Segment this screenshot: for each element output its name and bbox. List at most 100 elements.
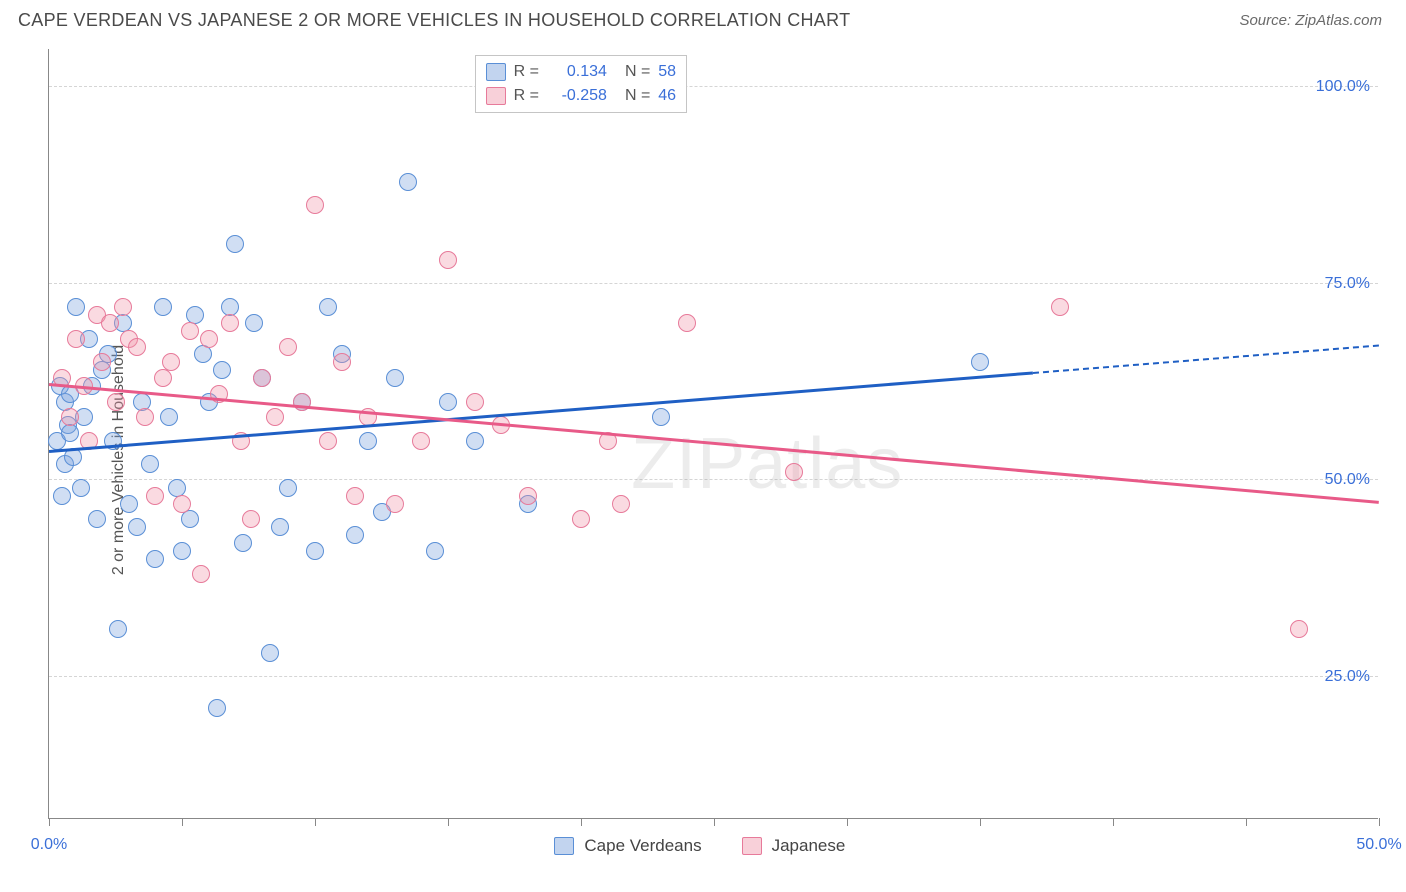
data-point xyxy=(213,361,231,379)
data-point xyxy=(519,487,537,505)
x-tick xyxy=(581,818,582,826)
legend-r-value: -0.258 xyxy=(547,84,607,108)
y-tick-label: 50.0% xyxy=(1325,471,1370,489)
scatter-plot: 25.0%50.0%75.0%100.0%0.0%50.0%ZIPatlasR … xyxy=(48,49,1378,819)
data-point xyxy=(359,432,377,450)
data-point xyxy=(319,432,337,450)
legend-swatch xyxy=(554,837,574,855)
data-point xyxy=(109,620,127,638)
y-tick-label: 100.0% xyxy=(1316,78,1370,96)
correlation-legend-row: R =-0.258N =46 xyxy=(486,84,676,108)
chart-area: 2 or more Vehicles in Household 25.0%50.… xyxy=(0,37,1406,883)
data-point xyxy=(146,550,164,568)
data-point xyxy=(128,338,146,356)
series-legend-item: Cape Verdeans xyxy=(554,836,701,856)
data-point xyxy=(67,298,85,316)
data-point xyxy=(333,353,351,371)
data-point xyxy=(107,393,125,411)
x-tick-label: 50.0% xyxy=(1356,836,1401,854)
data-point xyxy=(61,408,79,426)
data-point xyxy=(245,314,263,332)
data-point xyxy=(279,479,297,497)
data-point xyxy=(266,408,284,426)
x-tick xyxy=(847,818,848,826)
data-point xyxy=(306,196,324,214)
legend-r-label: R = xyxy=(514,60,539,84)
data-point xyxy=(146,487,164,505)
data-point xyxy=(612,495,630,513)
correlation-legend: R = 0.134 N = 58R = -0.258 N = 46 xyxy=(475,55,687,113)
y-tick-label: 25.0% xyxy=(1325,668,1370,686)
data-point xyxy=(386,369,404,387)
data-point xyxy=(271,518,289,536)
data-point xyxy=(1051,298,1069,316)
x-tick xyxy=(1246,818,1247,826)
watermark: ZIPatlas xyxy=(631,423,903,505)
legend-swatch xyxy=(486,87,506,105)
legend-r-label: R = xyxy=(514,84,539,108)
trend-line xyxy=(1033,345,1379,374)
data-point xyxy=(386,495,404,513)
data-point xyxy=(426,542,444,560)
gridline-h xyxy=(49,283,1378,284)
data-point xyxy=(67,330,85,348)
legend-r-value: 0.134 xyxy=(547,60,607,84)
x-tick xyxy=(448,818,449,826)
data-point xyxy=(242,510,260,528)
data-point xyxy=(61,424,79,442)
legend-n-value: 46 xyxy=(658,84,676,108)
data-point xyxy=(439,393,457,411)
data-point xyxy=(101,314,119,332)
x-tick xyxy=(980,818,981,826)
legend-n-label: N = xyxy=(625,60,650,84)
data-point xyxy=(652,408,670,426)
data-point xyxy=(234,534,252,552)
data-point xyxy=(160,408,178,426)
x-tick xyxy=(1113,818,1114,826)
data-point xyxy=(194,345,212,363)
x-tick xyxy=(1379,818,1380,826)
data-point xyxy=(53,487,71,505)
data-point xyxy=(261,644,279,662)
chart-title: CAPE VERDEAN VS JAPANESE 2 OR MORE VEHIC… xyxy=(18,10,850,31)
data-point xyxy=(678,314,696,332)
x-tick xyxy=(49,818,50,826)
gridline-h xyxy=(49,86,1378,87)
x-tick xyxy=(182,818,183,826)
series-legend: Cape Verdeans Japanese xyxy=(554,836,845,856)
data-point xyxy=(114,298,132,316)
data-point xyxy=(200,330,218,348)
chart-source: Source: ZipAtlas.com xyxy=(1239,12,1382,29)
data-point xyxy=(154,369,172,387)
data-point xyxy=(221,314,239,332)
legend-n-value: 58 xyxy=(658,60,676,84)
trend-line xyxy=(49,372,1033,453)
data-point xyxy=(120,495,138,513)
data-point xyxy=(346,526,364,544)
data-point xyxy=(162,353,180,371)
x-tick xyxy=(714,818,715,826)
data-point xyxy=(72,479,90,497)
correlation-legend-row: R = 0.134 N = 58 xyxy=(486,60,676,84)
y-tick-label: 75.0% xyxy=(1325,275,1370,293)
data-point xyxy=(279,338,297,356)
data-point xyxy=(971,353,989,371)
data-point xyxy=(785,463,803,481)
data-point xyxy=(306,542,324,560)
data-point xyxy=(141,455,159,473)
data-point xyxy=(466,432,484,450)
data-point xyxy=(412,432,430,450)
data-point xyxy=(154,298,172,316)
data-point xyxy=(399,173,417,191)
series-legend-label: Japanese xyxy=(772,836,846,856)
data-point xyxy=(181,510,199,528)
data-point xyxy=(439,251,457,269)
data-point xyxy=(572,510,590,528)
data-point xyxy=(253,369,271,387)
data-point xyxy=(173,495,191,513)
x-tick-label: 0.0% xyxy=(31,836,67,854)
series-legend-label: Cape Verdeans xyxy=(584,836,701,856)
legend-swatch xyxy=(742,837,762,855)
data-point xyxy=(88,510,106,528)
x-tick xyxy=(315,818,316,826)
